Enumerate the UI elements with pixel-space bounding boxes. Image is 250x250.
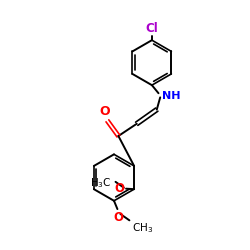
Text: O: O (115, 182, 125, 195)
Text: Cl: Cl (146, 22, 158, 35)
Text: O: O (100, 105, 110, 118)
Text: H$_3$C: H$_3$C (90, 176, 112, 190)
Text: O: O (114, 211, 124, 224)
Text: CH$_3$: CH$_3$ (132, 221, 153, 235)
Text: NH: NH (162, 91, 180, 101)
